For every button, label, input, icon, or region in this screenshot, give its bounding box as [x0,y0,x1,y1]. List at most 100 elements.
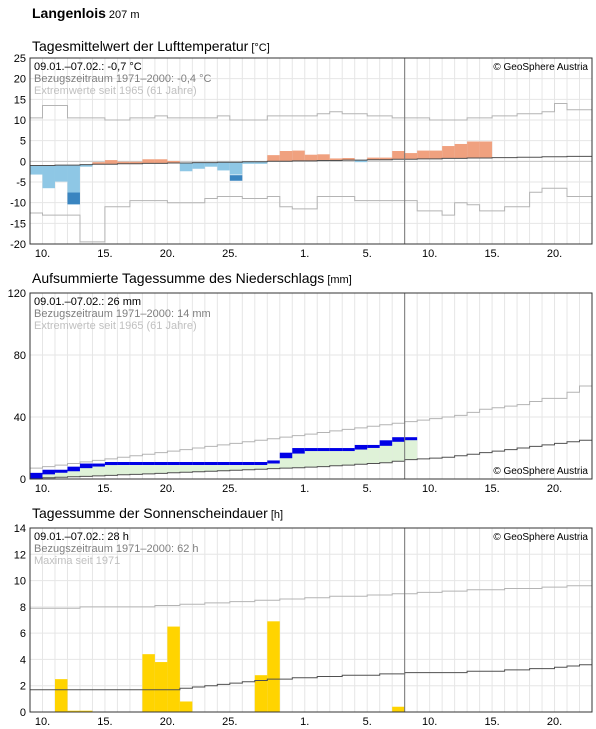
precipitation-surplus-area [367,446,380,464]
sunshine-title-text: Tagessumme der Sonnenscheindauer [32,505,268,521]
warm-anomaly-bar [329,158,343,161]
normal-line [30,439,592,479]
precipitation-chart-title: Aufsummierte Tagessumme des Niederschlag… [32,270,352,286]
warm-anomaly-bar [117,161,130,164]
warm-anomaly-bar [167,160,180,163]
precipitation-surplus-area [292,449,305,468]
cold-anomaly-bar [254,161,268,164]
cumulative-precipitation-bar [67,466,80,472]
max-extreme-line [30,103,592,121]
sunshine-bar [392,706,405,712]
warm-anomaly-bar [292,150,305,161]
sunshine-bar [179,701,193,712]
x-tick-label: 15. [97,248,112,260]
y-tick-label: 12 [14,549,26,561]
precipitation-surplus-area [192,463,205,472]
precipitation-surplus-area [54,471,68,478]
warm-anomaly-bar [317,154,330,161]
min-extreme-line [30,187,592,243]
x-tick-label: 20. [547,483,562,495]
x-tick-label: 20. [547,716,562,728]
y-tick-label: 6 [20,628,26,640]
warm-anomaly-bar [429,150,443,159]
cumulative-precipitation-bar [30,472,43,479]
precipitation-unit: [mm] [327,274,352,286]
warm-anomaly-bar [92,162,105,165]
sunshine-bar [154,662,168,712]
warm-anomaly-bar [467,141,480,159]
precipitation-surplus-area [117,463,130,475]
y-tick-label: 10 [14,115,26,127]
sunshine-bar [142,654,155,712]
extreme-cold-anomaly-bar [67,192,80,205]
x-tick-label: 15. [97,716,112,728]
x-tick-label: 5. [363,716,372,728]
cumulative-precipitation-bar [117,462,130,465]
sunshine-bar [67,710,80,712]
x-tick-label: 15. [484,248,499,260]
legend-current-period: 09.01.–07.02.: 28 h [34,531,129,543]
legend-current-period: 09.01.–07.02.: 26 mm [34,296,141,308]
cumulative-precipitation-bar [379,440,393,446]
warm-anomaly-bar [279,151,293,162]
cumulative-precipitation-bar [104,462,118,466]
y-tick-label: 20 [14,74,26,86]
precipitation-surplus-area [354,446,368,465]
temperature-title-text: Tagesmittelwert der Lufttemperatur [32,38,249,54]
warm-anomaly-bar [379,157,393,160]
x-tick-label: 10. [35,483,50,495]
cold-anomaly-bar [229,162,243,175]
warm-anomaly-bar [392,151,405,160]
precipitation-surplus-area [204,463,218,472]
precipitation-surplus-area [154,463,168,474]
x-tick-label: 25. [222,248,237,260]
x-tick-label: 20. [160,248,175,260]
warm-anomaly-bar [342,158,355,161]
warm-anomaly-bar [129,161,143,164]
cumulative-precipitation-bar [242,462,255,465]
precipitation-surplus-area [92,465,105,476]
normal-line [30,664,592,691]
warm-anomaly-bar [479,141,493,159]
precipitation-surplus-area [67,468,80,477]
y-tick-label: 25 [14,53,26,65]
warm-anomaly-bar [142,159,155,164]
precipitation-surplus-area [304,449,318,468]
x-tick-label: 10. [35,716,50,728]
cold-anomaly-bar [354,160,368,163]
cold-anomaly-bar [30,165,43,175]
warm-anomaly-bar [104,160,118,165]
chart-panel-1: 0 40 80 120 10. 15. 20. 25. 1. 5. 10. 15. 20. 09.01.–… [8,288,593,495]
y-tick-label: 10 [14,576,26,588]
chart-panel-0: -20 -15 -10 -5 0 5 10 15 20 25 10. 15. 20. 25. 1. 5. 10.… [10,53,593,260]
chart-frame [29,292,593,480]
cold-anomaly-bar [42,165,55,189]
legend-extremes: Extremwerte seit 1965 (61 Jahre) [34,320,197,332]
sunshine-bar [79,710,93,712]
cumulative-precipitation-bar [279,452,293,459]
precipitation-surplus-area [254,463,268,470]
legend-current-period: 09.01.–07.02.: -0,7 °C [34,61,142,73]
station-elevation: 207 m [108,9,140,21]
y-tick-label: -10 [10,198,26,210]
copyright-label: © GeoSphere Austria [493,62,588,73]
x-tick-label: 10. [422,248,437,260]
x-tick-label: 10. [422,483,437,495]
cumulative-precipitation-bar [167,462,180,465]
station-name: Langenlois [32,5,106,21]
precipitation-surplus-area [129,463,143,475]
cumulative-precipitation-bar [354,444,368,450]
warm-anomaly-bar [442,146,455,159]
x-tick-label: 20. [160,483,175,495]
y-tick-label: 5 [20,136,26,148]
cumulative-precipitation-bar [254,462,268,465]
y-tick-label: 0 [20,474,26,486]
x-tick-label: 25. [222,483,237,495]
y-tick-label: 40 [14,412,26,424]
cumulative-precipitation-bar [179,462,193,465]
warm-anomaly-bar [367,157,380,160]
x-tick-label: 1. [300,716,309,728]
precipitation-title-text: Aufsummierte Tagessumme des Niederschlag… [32,270,325,286]
precipitation-surplus-area [342,449,355,466]
